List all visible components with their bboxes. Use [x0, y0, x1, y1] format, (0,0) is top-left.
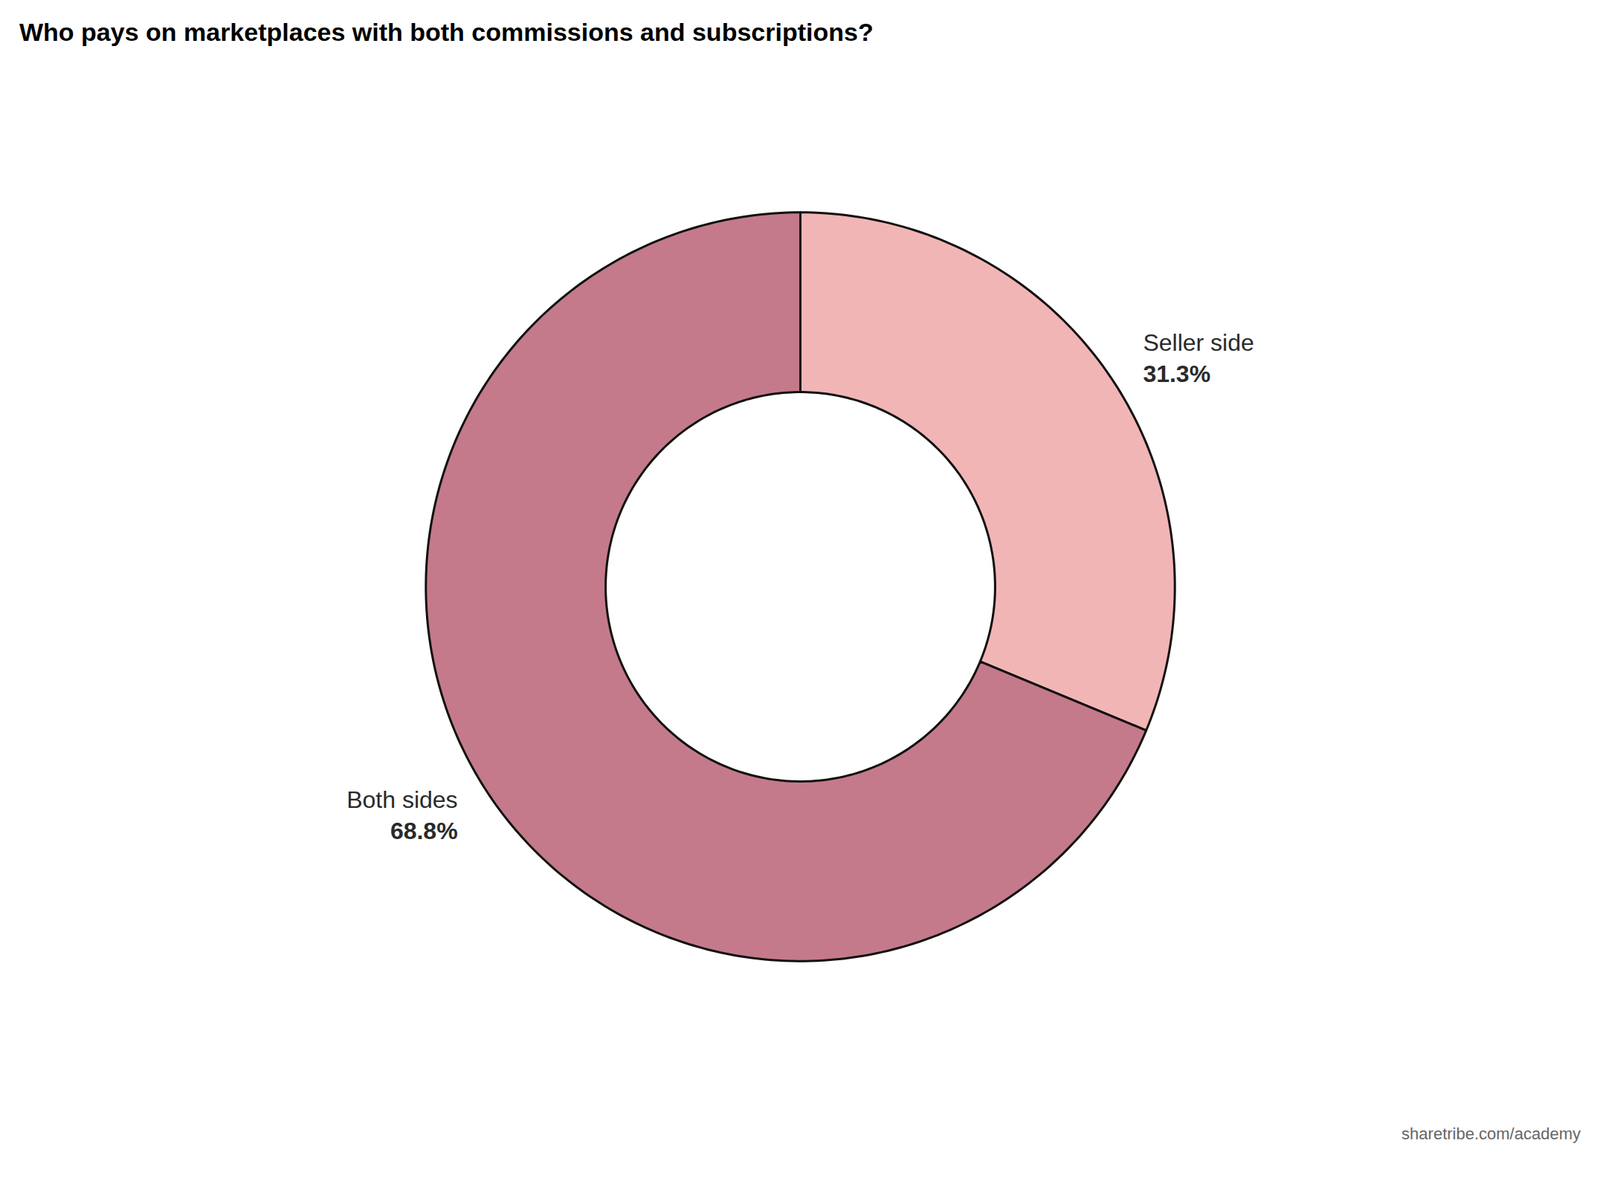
svg-text:Both sides: Both sides	[346, 786, 458, 814]
svg-text:Seller side: Seller side	[1142, 329, 1254, 357]
svg-text:68.8%: 68.8%	[390, 817, 458, 845]
html-text:sharetribe.com/academy: sharetribe.com/academy	[1401, 1124, 1581, 1144]
svg-text:31.3%: 31.3%	[1142, 360, 1211, 388]
html-text:Who pays on marketplaces with: Who pays on marketplaces with both commi…	[19, 17, 874, 47]
